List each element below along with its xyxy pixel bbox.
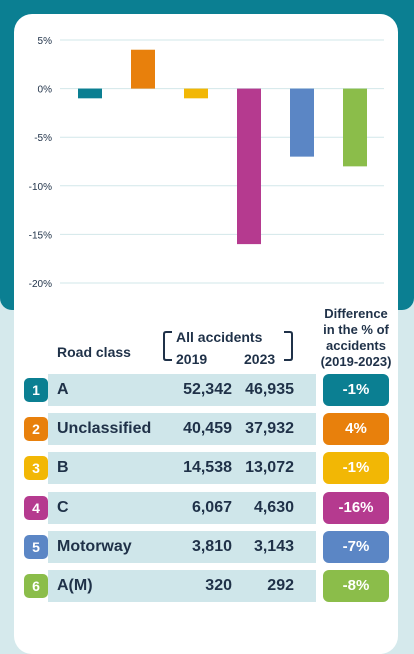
row-band (48, 413, 316, 446)
header-2023: 2023 (244, 351, 276, 367)
row-band (48, 374, 316, 406)
bar-a-m- (343, 88, 367, 167)
row-number-badge: 2 (24, 417, 48, 442)
row-value-2023: 46,935 (245, 381, 294, 398)
y-tick-label: -10% (29, 182, 52, 193)
header-difference-line: (2019-2023) (320, 354, 392, 369)
row-value-2019: 40,459 (183, 420, 232, 438)
row-difference-badge: -7% (323, 530, 389, 563)
row-value-2019: 320 (205, 577, 232, 594)
row-value-2019: 14,538 (183, 459, 232, 477)
row-number-badge: 4 (24, 495, 48, 520)
header-all-accidents: All accidents (176, 329, 263, 345)
y-tick-label: 0% (38, 85, 53, 96)
row-band (48, 452, 316, 485)
bar-c (237, 88, 261, 245)
row-band (48, 570, 316, 602)
bar-unclassified (131, 49, 155, 89)
header-road-class: Road class (57, 344, 131, 360)
row-number-badge: 3 (24, 456, 48, 481)
row-difference-badge: -16% (323, 491, 389, 524)
header-difference-line: in the % of (323, 322, 389, 337)
row-value-2019: 52,342 (183, 381, 232, 398)
bar-a (78, 88, 102, 99)
row-value-2019: 6,067 (191, 498, 232, 516)
row-road-class: A (57, 381, 69, 398)
y-tick-label: -5% (34, 133, 52, 144)
y-tick-label: 5% (38, 36, 53, 47)
row-difference-badge: -1% (323, 374, 389, 406)
row-value-2023: 292 (267, 577, 294, 594)
bar-b (184, 88, 208, 99)
row-band (48, 491, 316, 524)
row-value-2023: 37,932 (245, 420, 294, 438)
row-value-2023: 4,630 (253, 498, 294, 516)
row-difference-badge: -1% (323, 452, 389, 485)
bracket-left (163, 331, 172, 361)
header-2019: 2019 (176, 351, 208, 367)
row-value-2023: 3,143 (253, 537, 294, 555)
row-band (48, 530, 316, 563)
header-difference-line: Difference (324, 306, 388, 321)
row-road-class: C (57, 498, 69, 516)
bracket-right (284, 331, 293, 361)
bar-chart: 5% 0% -5% -10% -15% -20% (29, 36, 384, 290)
y-tick-label: -15% (29, 230, 52, 241)
bar-motorway (290, 88, 314, 157)
row-value-2023: 13,072 (245, 459, 294, 477)
row-road-class: Motorway (57, 537, 132, 555)
row-difference-badge: 4% (323, 413, 389, 446)
row-road-class: Unclassified (57, 420, 152, 438)
header-difference-line: accidents (326, 338, 386, 353)
row-difference-badge: -8% (323, 570, 389, 602)
row-road-class: B (57, 459, 69, 477)
row-number-badge: 1 (24, 378, 48, 402)
row-road-class: A(M) (57, 577, 93, 594)
row-number-badge: 5 (24, 534, 48, 559)
header-difference: Difference in the % of accidents (2019-2023… (306, 306, 406, 370)
all-accidents-bracket (163, 331, 293, 361)
y-tick-label: -20% (29, 279, 52, 290)
row-number-badge: 6 (24, 574, 48, 598)
row-value-2019: 3,810 (191, 537, 232, 555)
